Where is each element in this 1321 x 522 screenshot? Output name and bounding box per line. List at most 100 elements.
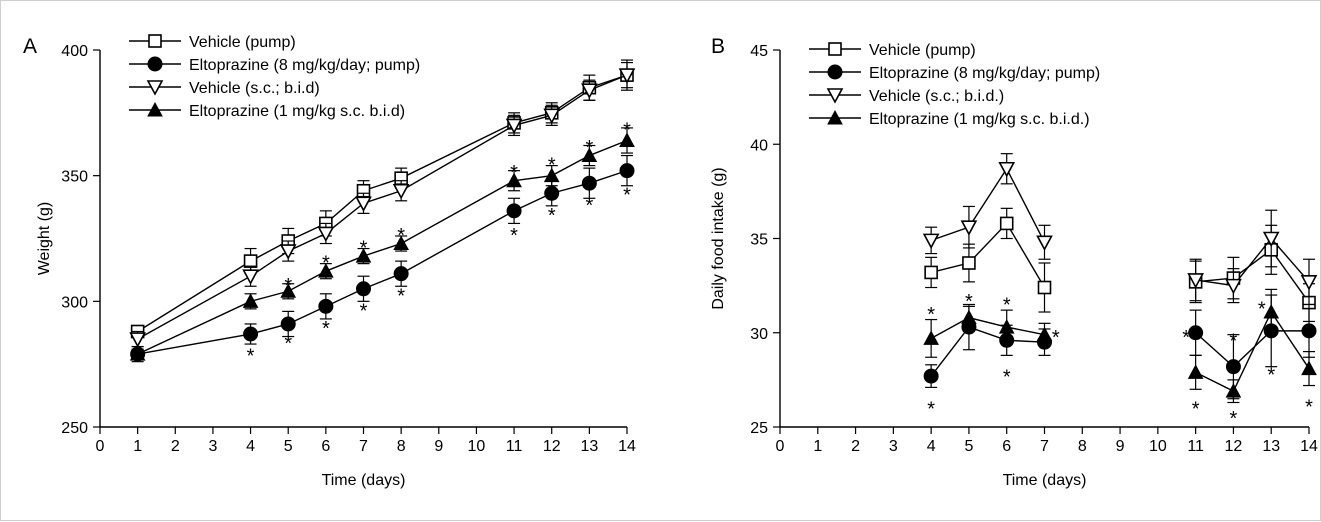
y-tick-label: 45 <box>750 43 768 60</box>
y-axis-title: Daily food intake (g) <box>710 167 727 309</box>
significance-marker: * <box>1230 408 1238 430</box>
significance-marker: * <box>1052 327 1060 349</box>
data-point <box>922 233 940 250</box>
data-point <box>1187 273 1204 289</box>
x-tick-label: 8 <box>397 438 406 455</box>
significance-marker: * <box>510 225 518 247</box>
significance-marker: * <box>397 225 405 247</box>
significance-marker: * <box>585 195 593 217</box>
x-tick-label: 4 <box>246 438 255 455</box>
significance-marker: * <box>1230 331 1238 353</box>
y-tick-label: 300 <box>61 294 88 311</box>
x-axis-title: Time (days) <box>1003 472 1087 489</box>
significance-marker: * <box>548 205 556 227</box>
y-axis-title: Weight (g) <box>36 202 53 276</box>
x-tick-label: 12 <box>543 438 561 455</box>
y-tick-label: 40 <box>750 137 768 154</box>
legend-marker <box>827 64 843 80</box>
series-line <box>137 169 628 355</box>
significance-marker: * <box>585 137 593 159</box>
significance-marker: * <box>1003 366 1011 388</box>
series-4 <box>129 127 635 361</box>
x-tick-label: 0 <box>96 438 105 455</box>
x-axis-title: Time (days) <box>322 472 406 489</box>
significance-marker: * <box>284 275 292 297</box>
data-point <box>544 185 560 201</box>
x-tick-label: 10 <box>468 438 486 455</box>
data-point <box>543 167 560 183</box>
significance-marker: * <box>1305 396 1313 418</box>
data-point <box>242 293 259 308</box>
x-tick-label: 10 <box>1149 438 1167 455</box>
x-tick-label: 14 <box>1300 438 1318 455</box>
x-tick-label: 2 <box>851 438 860 455</box>
data-point <box>1225 278 1242 295</box>
data-point <box>1036 235 1053 251</box>
legend-label: Eltoprazine (8 mg/kg/day; pump) <box>869 65 1100 82</box>
legend-label: Eltoprazine (8 mg/kg/day; pump) <box>189 57 420 74</box>
data-point <box>1225 359 1241 375</box>
data-point <box>1037 280 1052 295</box>
legend-marker <box>826 88 844 104</box>
data-point <box>506 172 522 188</box>
data-point <box>581 175 597 191</box>
significance-marker: * <box>397 285 405 307</box>
legend-label: Vehicle (pump) <box>189 34 296 51</box>
data-point <box>129 346 146 361</box>
data-point <box>581 83 598 99</box>
legend-label: Vehicle (pump) <box>869 42 976 59</box>
data-point <box>1262 231 1280 248</box>
y-tick-label: 250 <box>61 420 88 437</box>
legend-label: Vehicle (s.c.; b.i.d) <box>189 80 320 97</box>
series-line <box>930 222 1046 288</box>
series-line <box>1195 237 1310 287</box>
series-line <box>137 74 628 340</box>
data-point <box>318 263 334 278</box>
significance-marker: * <box>965 291 973 313</box>
significance-marker: * <box>360 238 368 260</box>
data-point <box>619 163 635 179</box>
x-tick-label: 3 <box>889 438 898 455</box>
x-tick-label: 8 <box>1078 438 1087 455</box>
data-point <box>355 196 372 213</box>
series-4 <box>923 288 1317 404</box>
data-point <box>998 319 1015 334</box>
significance-marker: * <box>1192 398 1200 420</box>
x-tick-label: 2 <box>171 438 180 455</box>
data-point <box>1263 303 1280 319</box>
x-tick-label: 5 <box>964 438 973 455</box>
legend-marker <box>148 34 162 48</box>
data-point <box>960 220 978 236</box>
legend-marker <box>146 80 164 96</box>
series-3 <box>922 153 1318 306</box>
data-point <box>1301 360 1317 376</box>
data-point <box>318 298 334 314</box>
significance-marker: * <box>927 398 935 420</box>
x-tick-label: 3 <box>208 438 217 455</box>
x-tick-label: 9 <box>434 438 443 455</box>
significance-marker: * <box>1003 295 1011 317</box>
data-point <box>1225 383 1242 398</box>
data-point <box>924 265 938 280</box>
significance-marker: * <box>510 162 518 184</box>
data-point <box>243 326 259 342</box>
x-tick-label: 7 <box>1040 438 1049 455</box>
series-line <box>1195 310 1310 393</box>
data-point <box>618 68 636 84</box>
data-point <box>1188 325 1204 341</box>
data-point <box>242 269 259 285</box>
x-tick-label: 11 <box>506 438 523 455</box>
significance-marker: * <box>322 318 330 340</box>
data-point <box>962 256 976 270</box>
significance-marker: * <box>623 119 631 141</box>
significance-marker: * <box>927 304 935 326</box>
data-point <box>1187 364 1204 379</box>
series-1 <box>924 207 1316 323</box>
panel-letter: B <box>711 35 725 58</box>
legend: Vehicle (pump) Eltoprazine (8 mg/kg/day; … <box>809 42 1100 128</box>
y-tick-label: 30 <box>750 326 768 343</box>
data-point <box>393 266 409 282</box>
legend-marker <box>828 42 842 56</box>
